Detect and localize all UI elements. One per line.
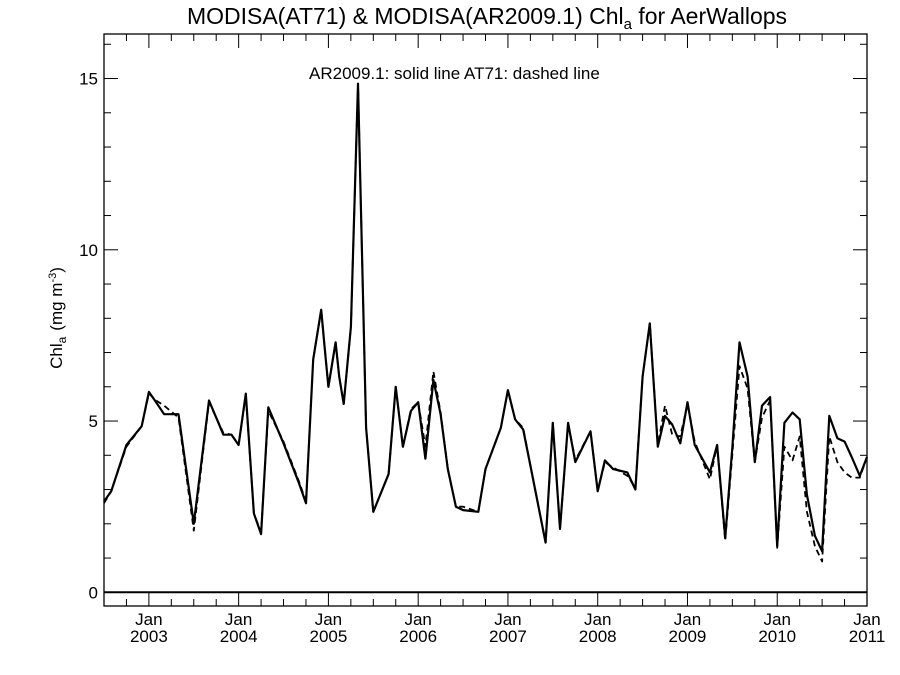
x-tick-month-label: Jan (225, 610, 252, 629)
y-tick-label: 0 (89, 583, 98, 602)
x-tick-month-label: Jan (315, 610, 342, 629)
x-tick-year-label: 2005 (309, 627, 347, 646)
plot-frame (103, 33, 868, 607)
x-tick-month-label: Jan (764, 610, 791, 629)
x-tick-year-label: 2003 (130, 627, 168, 646)
y-axis-label-subscript: a (55, 336, 69, 343)
x-tick-year-label: 2008 (579, 627, 617, 646)
x-tick-month-label: Jan (584, 610, 611, 629)
chart-title-subscript: a (624, 16, 633, 33)
x-tick-year-label: 2009 (669, 627, 707, 646)
x-tick-month-label: Jan (853, 610, 880, 629)
x-tick-year-label: 2010 (758, 627, 796, 646)
y-tick-label: 15 (79, 70, 98, 89)
x-tick-month-label: Jan (404, 610, 431, 629)
x-tick-year-label: 2007 (489, 627, 527, 646)
series-line-ar2009-1 (103, 82, 869, 553)
x-tick-month-label: Jan (135, 610, 162, 629)
series-annotation: AR2009.1: solid line AT71: dashed line (309, 64, 600, 83)
chart-title: MODISA(AT71) & MODISA(AR2009.1) Chla for… (187, 3, 787, 33)
x-tick-month-label: Jan (494, 610, 521, 629)
x-tick-year-label: 2004 (220, 627, 258, 646)
x-tick-year-label: 2011 (849, 627, 886, 646)
x-tick-year-label: 2006 (399, 627, 437, 646)
y-axis-label: Chla(mg m-3) (47, 267, 69, 369)
x-tick-month-label: Jan (674, 610, 701, 629)
y-tick-label: 10 (79, 241, 98, 260)
y-tick-label: 5 (89, 412, 98, 431)
y-axis-label-superscript: -3 (47, 273, 59, 283)
